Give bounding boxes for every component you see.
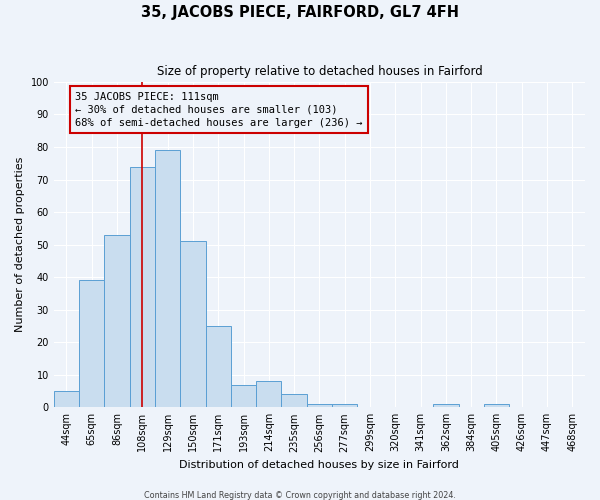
Text: 35, JACOBS PIECE, FAIRFORD, GL7 4FH: 35, JACOBS PIECE, FAIRFORD, GL7 4FH <box>141 5 459 20</box>
Title: Size of property relative to detached houses in Fairford: Size of property relative to detached ho… <box>157 65 482 78</box>
X-axis label: Distribution of detached houses by size in Fairford: Distribution of detached houses by size … <box>179 460 460 470</box>
Bar <box>130 166 155 408</box>
Bar <box>433 404 458 407</box>
Bar <box>231 384 256 407</box>
Bar <box>104 235 130 408</box>
Bar <box>332 404 358 407</box>
Text: Contains HM Land Registry data © Crown copyright and database right 2024.: Contains HM Land Registry data © Crown c… <box>144 490 456 500</box>
Bar <box>484 404 509 407</box>
Y-axis label: Number of detached properties: Number of detached properties <box>15 157 25 332</box>
Bar <box>155 150 180 408</box>
Bar <box>256 382 281 407</box>
Bar <box>281 394 307 407</box>
Bar <box>307 404 332 407</box>
Bar <box>180 242 206 408</box>
Bar <box>54 391 79 407</box>
Bar <box>79 280 104 407</box>
Bar <box>206 326 231 407</box>
Text: 35 JACOBS PIECE: 111sqm
← 30% of detached houses are smaller (103)
68% of semi-d: 35 JACOBS PIECE: 111sqm ← 30% of detache… <box>75 92 363 128</box>
